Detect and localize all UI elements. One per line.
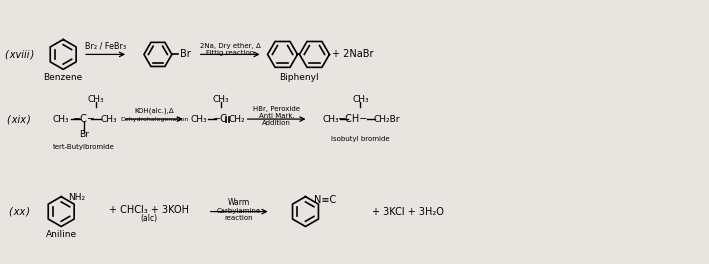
Text: 2Na, Dry ether, Δ: 2Na, Dry ether, Δ bbox=[200, 44, 261, 49]
Text: CH₃: CH₃ bbox=[191, 115, 207, 124]
Text: tert-Butylbromide: tert-Butylbromide bbox=[53, 144, 115, 150]
Text: + CHCl₃ + 3KOH: + CHCl₃ + 3KOH bbox=[109, 205, 189, 215]
Text: Dehydrohalogenation: Dehydrohalogenation bbox=[121, 117, 189, 121]
Text: Aniline: Aniline bbox=[45, 230, 77, 239]
Text: CH₃: CH₃ bbox=[213, 95, 229, 104]
Text: CH₂: CH₂ bbox=[228, 115, 245, 124]
Text: Br₂ / FeBr₃: Br₂ / FeBr₃ bbox=[85, 42, 126, 51]
Text: Benzene: Benzene bbox=[43, 73, 83, 82]
Text: Warm: Warm bbox=[228, 198, 250, 207]
Text: Br: Br bbox=[181, 49, 191, 59]
Text: + 2NaBr: + 2NaBr bbox=[332, 49, 373, 59]
Text: + 3KCl + 3H₂O: + 3KCl + 3H₂O bbox=[372, 206, 444, 216]
Text: N≡C: N≡C bbox=[314, 195, 337, 205]
Text: CH₂Br: CH₂Br bbox=[374, 115, 401, 124]
Text: Isobutyl bromide: Isobutyl bromide bbox=[331, 136, 390, 142]
Text: CH₃: CH₃ bbox=[88, 95, 104, 104]
Text: CH₃: CH₃ bbox=[322, 115, 339, 124]
Text: −C: −C bbox=[213, 114, 228, 124]
Text: (alc): (alc) bbox=[140, 214, 157, 223]
Text: KOH(alc.),Δ: KOH(alc.),Δ bbox=[135, 108, 174, 114]
Text: CH₃: CH₃ bbox=[101, 115, 118, 124]
Text: reaction: reaction bbox=[225, 215, 254, 220]
Text: Fittig reaction: Fittig reaction bbox=[206, 50, 255, 56]
Text: Anti Mark.: Anti Mark. bbox=[259, 113, 294, 119]
Text: HBr, Peroxide: HBr, Peroxide bbox=[253, 106, 300, 112]
Text: Addition: Addition bbox=[262, 120, 291, 126]
Text: Br: Br bbox=[79, 130, 89, 139]
Text: −CH−: −CH− bbox=[338, 114, 369, 124]
Text: Carbylamine: Carbylamine bbox=[217, 208, 261, 214]
Text: CH₃: CH₃ bbox=[352, 95, 369, 104]
Text: ( xix ): ( xix ) bbox=[7, 114, 31, 124]
Text: Biphenyl: Biphenyl bbox=[279, 73, 318, 82]
Text: −C−: −C− bbox=[72, 114, 96, 124]
Text: CH₃: CH₃ bbox=[53, 115, 69, 124]
Text: ( xx ): ( xx ) bbox=[9, 206, 30, 216]
Text: ( xviii ): ( xviii ) bbox=[5, 49, 34, 59]
Text: NH₂: NH₂ bbox=[69, 193, 86, 202]
